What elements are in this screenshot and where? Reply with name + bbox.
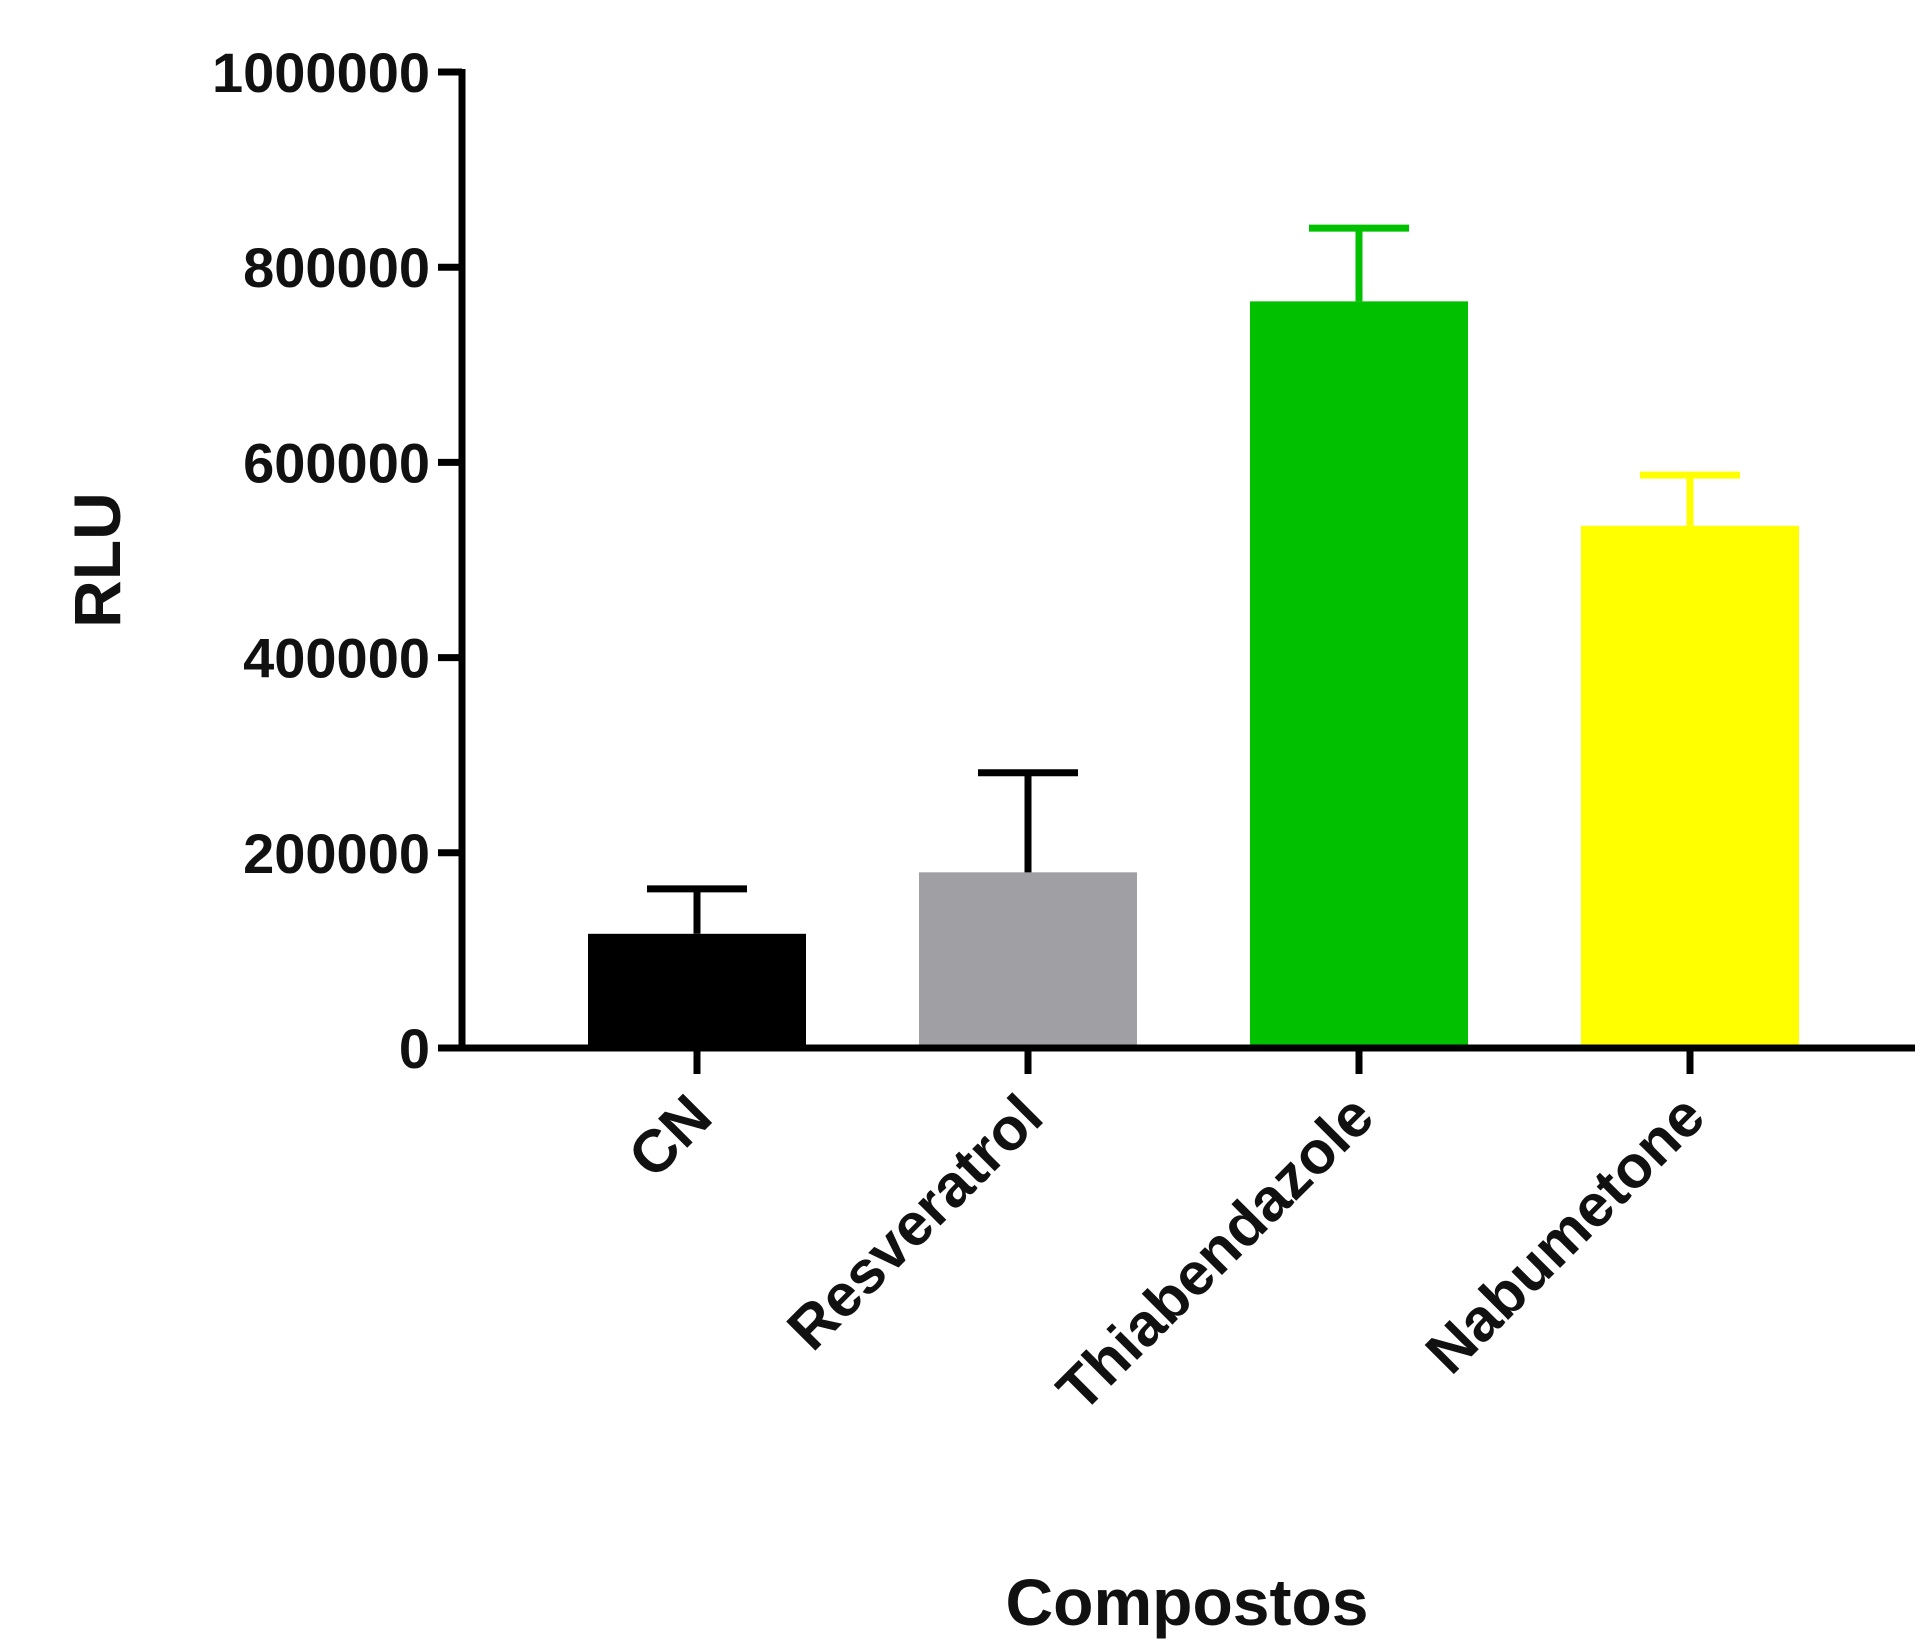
y-axis-title: RLU xyxy=(60,492,134,628)
x-axis-title: Compostos xyxy=(1006,1565,1369,1639)
y-axis-ticks: 0 200000 400000 600000 800000 1000000 xyxy=(212,41,462,1080)
bar xyxy=(588,933,806,1048)
y-tick-label: 200000 xyxy=(243,822,430,885)
y-tick-label: 0 xyxy=(399,1017,430,1080)
y-tick-label: 800000 xyxy=(243,236,430,299)
x-tick-label: Thiabendazole xyxy=(1044,1082,1386,1424)
x-tick-label: Nabumetone xyxy=(1413,1082,1717,1386)
bar xyxy=(1581,525,1799,1048)
plot-area xyxy=(588,224,1799,1048)
y-tick-label: 400000 xyxy=(243,627,430,690)
y-tick-label: 1000000 xyxy=(212,41,430,104)
x-tick-label: CN xyxy=(616,1082,725,1191)
bar xyxy=(1250,301,1468,1048)
x-tick-label: Resveratrol xyxy=(774,1082,1055,1363)
y-tick-label: 600000 xyxy=(243,431,430,494)
axes xyxy=(458,69,1915,1052)
bar xyxy=(919,872,1137,1048)
